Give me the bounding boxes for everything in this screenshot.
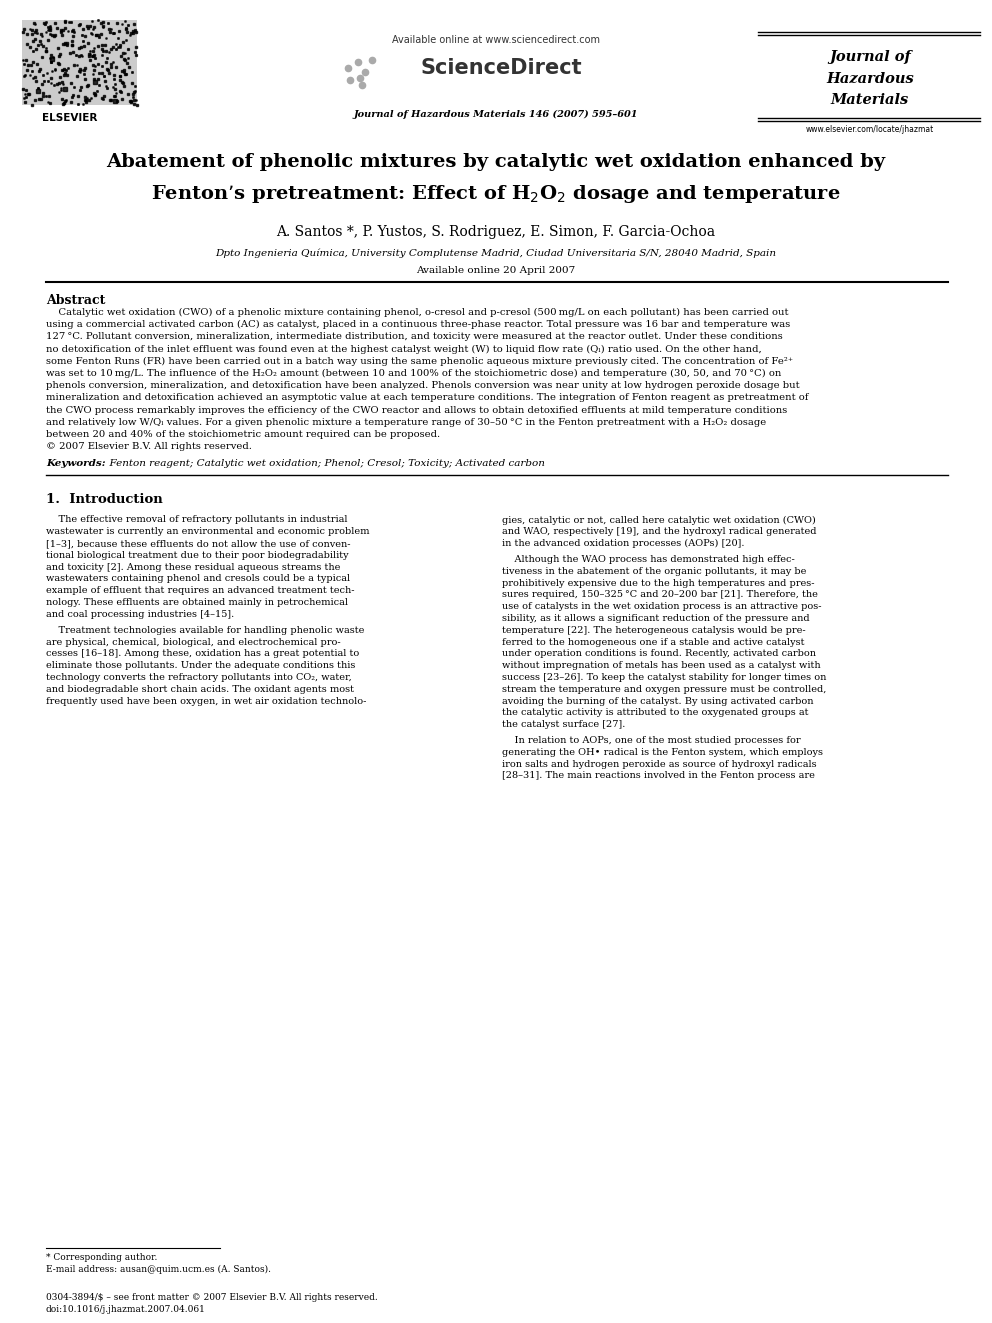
Text: between 20 and 40% of the stoichiometric amount required can be proposed.: between 20 and 40% of the stoichiometric…	[46, 430, 440, 439]
Text: no detoxification of the inlet effluent was found even at the highest catalyst w: no detoxification of the inlet effluent …	[46, 344, 762, 353]
Text: avoiding the burning of the catalyst. By using activated carbon: avoiding the burning of the catalyst. By…	[502, 696, 813, 705]
Text: iron salts and hydrogen peroxide as source of hydroxyl radicals: iron salts and hydrogen peroxide as sour…	[502, 759, 816, 769]
Text: nology. These effluents are obtained mainly in petrochemical: nology. These effluents are obtained mai…	[46, 598, 348, 607]
Text: wastewaters containing phenol and cresols could be a typical: wastewaters containing phenol and cresol…	[46, 574, 350, 583]
Text: and coal processing industries [4–15].: and coal processing industries [4–15].	[46, 610, 234, 619]
Text: sibility, as it allows a significant reduction of the pressure and: sibility, as it allows a significant red…	[502, 614, 809, 623]
Text: ScienceDirect: ScienceDirect	[420, 58, 581, 78]
Text: technology converts the refractory pollutants into CO₂, water,: technology converts the refractory pollu…	[46, 673, 352, 681]
Text: success [23–26]. To keep the catalyst stability for longer times on: success [23–26]. To keep the catalyst st…	[502, 673, 826, 681]
Text: are physical, chemical, biological, and electrochemical pro-: are physical, chemical, biological, and …	[46, 638, 340, 647]
Text: Journal of Hazardous Materials 146 (2007) 595–601: Journal of Hazardous Materials 146 (2007…	[354, 110, 638, 119]
Text: under operation conditions is found. Recently, activated carbon: under operation conditions is found. Rec…	[502, 650, 816, 659]
Text: frequently used have been oxygen, in wet air oxidation technolo-: frequently used have been oxygen, in wet…	[46, 696, 366, 705]
Text: 127 °C. Pollutant conversion, mineralization, intermediate distribution, and tox: 127 °C. Pollutant conversion, mineraliza…	[46, 332, 783, 341]
Text: Fenton reagent; Catalytic wet oxidation; Phenol; Cresol; Toxicity; Activated car: Fenton reagent; Catalytic wet oxidation;…	[103, 459, 545, 468]
Text: using a commercial activated carbon (AC) as catalyst, placed in a continuous thr: using a commercial activated carbon (AC)…	[46, 320, 791, 329]
Text: © 2007 Elsevier B.V. All rights reserved.: © 2007 Elsevier B.V. All rights reserved…	[46, 442, 252, 451]
Text: Catalytic wet oxidation (CWO) of a phenolic mixture containing phenol, o-cresol : Catalytic wet oxidation (CWO) of a pheno…	[46, 308, 789, 318]
Text: * Corresponding author.: * Corresponding author.	[46, 1253, 158, 1262]
Text: ferred to the homogeneous one if a stable and active catalyst: ferred to the homogeneous one if a stabl…	[502, 638, 805, 647]
Text: in the advanced oxidation processes (AOPs) [20].: in the advanced oxidation processes (AOP…	[502, 538, 745, 548]
Text: and WAO, respectively [19], and the hydroxyl radical generated: and WAO, respectively [19], and the hydr…	[502, 527, 816, 536]
Text: sures required, 150–325 °C and 20–200 bar [21]. Therefore, the: sures required, 150–325 °C and 20–200 ba…	[502, 590, 817, 599]
Text: and relatively low W/Qₗ values. For a given phenolic mixture a temperature range: and relatively low W/Qₗ values. For a gi…	[46, 418, 766, 427]
Text: wastewater is currently an environmental and economic problem: wastewater is currently an environmental…	[46, 527, 369, 536]
Text: the catalyst surface [27].: the catalyst surface [27].	[502, 720, 625, 729]
Text: [1–3], because these effluents do not allow the use of conven-: [1–3], because these effluents do not al…	[46, 538, 350, 548]
Text: eliminate those pollutants. Under the adequate conditions this: eliminate those pollutants. Under the ad…	[46, 662, 355, 671]
Bar	[22, 20, 137, 105]
Text: generating the OH• radical is the Fenton system, which employs: generating the OH• radical is the Fenton…	[502, 747, 823, 757]
Text: In relation to AOPs, one of the most studied processes for: In relation to AOPs, one of the most stu…	[502, 736, 801, 745]
Text: without impregnation of metals has been used as a catalyst with: without impregnation of metals has been …	[502, 662, 820, 671]
Text: example of effluent that requires an advanced treatment tech-: example of effluent that requires an adv…	[46, 586, 354, 595]
Text: Fenton’s pretreatment: Effect of H$_2$O$_2$ dosage and temperature: Fenton’s pretreatment: Effect of H$_2$O$…	[151, 183, 841, 205]
Text: Available online 20 April 2007: Available online 20 April 2007	[417, 266, 575, 275]
Text: tiveness in the abatement of the organic pollutants, it may be: tiveness in the abatement of the organic…	[502, 566, 806, 576]
Text: phenols conversion, mineralization, and detoxification have been analyzed. Pheno: phenols conversion, mineralization, and …	[46, 381, 800, 390]
Text: [28–31]. The main reactions involved in the Fenton process are: [28–31]. The main reactions involved in …	[502, 771, 814, 781]
Text: Treatment technologies available for handling phenolic waste: Treatment technologies available for han…	[46, 626, 364, 635]
Text: Keywords:: Keywords:	[46, 459, 105, 468]
Text: temperature [22]. The heterogeneous catalysis would be pre-: temperature [22]. The heterogeneous cata…	[502, 626, 806, 635]
Text: Journal of: Journal of	[829, 50, 911, 64]
Text: the catalytic activity is attributed to the oxygenated groups at: the catalytic activity is attributed to …	[502, 708, 808, 717]
Text: Available online at www.sciencedirect.com: Available online at www.sciencedirect.co…	[392, 34, 600, 45]
Text: 1.  Introduction: 1. Introduction	[46, 493, 163, 507]
Text: ELSEVIER: ELSEVIER	[43, 112, 97, 123]
Text: was set to 10 mg/L. The influence of the H₂O₂ amount (between 10 and 100% of the: was set to 10 mg/L. The influence of the…	[46, 369, 782, 378]
Text: tional biological treatment due to their poor biodegradability: tional biological treatment due to their…	[46, 550, 348, 560]
Text: The effective removal of refractory pollutants in industrial: The effective removal of refractory poll…	[46, 516, 347, 524]
Text: E-mail address: ausan@quim.ucm.es (A. Santos).: E-mail address: ausan@quim.ucm.es (A. Sa…	[46, 1265, 271, 1274]
Text: some Fenton Runs (FR) have been carried out in a batch way using the same phenol: some Fenton Runs (FR) have been carried …	[46, 357, 794, 366]
Text: and biodegradable short chain acids. The oxidant agents most: and biodegradable short chain acids. The…	[46, 685, 354, 693]
Text: Abstract: Abstract	[46, 294, 105, 307]
Text: www.elsevier.com/locate/jhazmat: www.elsevier.com/locate/jhazmat	[806, 124, 934, 134]
Text: Abatement of phenolic mixtures by catalytic wet oxidation enhanced by: Abatement of phenolic mixtures by cataly…	[106, 153, 886, 171]
Text: 0304-3894/$ – see front matter © 2007 Elsevier B.V. All rights reserved.: 0304-3894/$ – see front matter © 2007 El…	[46, 1293, 378, 1302]
Text: Dpto Ingenieria Química, University Complutense Madrid, Ciudad Universitaria S/N: Dpto Ingenieria Química, University Comp…	[215, 247, 777, 258]
Text: gies, catalytic or not, called here catalytic wet oxidation (CWO): gies, catalytic or not, called here cata…	[502, 516, 815, 524]
Text: prohibitively expensive due to the high temperatures and pres-: prohibitively expensive due to the high …	[502, 578, 814, 587]
Text: stream the temperature and oxygen pressure must be controlled,: stream the temperature and oxygen pressu…	[502, 685, 826, 693]
Text: the CWO process remarkably improves the efficiency of the CWO reactor and allows: the CWO process remarkably improves the …	[46, 406, 788, 414]
Text: Materials: Materials	[831, 93, 909, 107]
Text: Hazardous: Hazardous	[826, 71, 914, 86]
Text: use of catalysts in the wet oxidation process is an attractive pos-: use of catalysts in the wet oxidation pr…	[502, 602, 821, 611]
Text: cesses [16–18]. Among these, oxidation has a great potential to: cesses [16–18]. Among these, oxidation h…	[46, 650, 359, 659]
Text: and toxicity [2]. Among these residual aqueous streams the: and toxicity [2]. Among these residual a…	[46, 562, 340, 572]
Text: Although the WAO process has demonstrated high effec-: Although the WAO process has demonstrate…	[502, 554, 795, 564]
Text: A. Santos *, P. Yustos, S. Rodriguez, E. Simon, F. Garcia-Ochoa: A. Santos *, P. Yustos, S. Rodriguez, E.…	[277, 225, 715, 239]
Text: doi:10.1016/j.jhazmat.2007.04.061: doi:10.1016/j.jhazmat.2007.04.061	[46, 1304, 206, 1314]
Text: mineralization and detoxification achieved an asymptotic value at each temperatu: mineralization and detoxification achiev…	[46, 393, 808, 402]
